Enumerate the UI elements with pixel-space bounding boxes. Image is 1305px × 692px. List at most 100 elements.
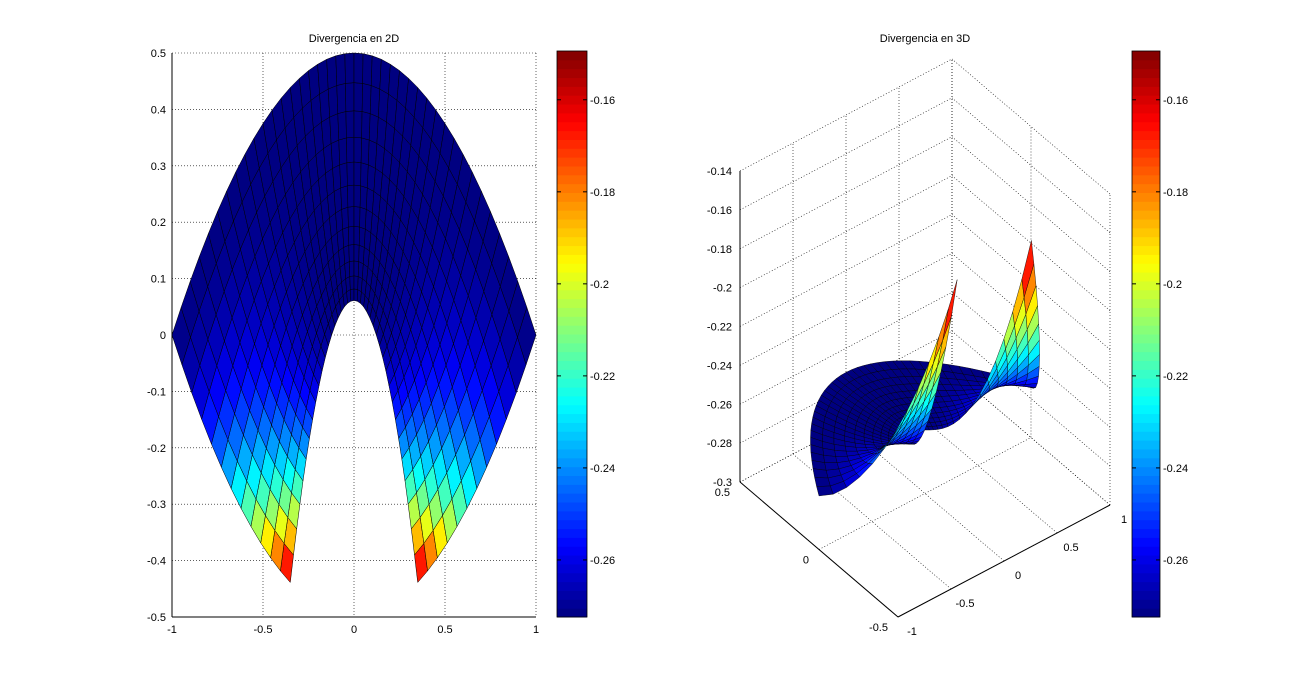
colorbar-segment xyxy=(1132,77,1160,87)
colorbar-segment xyxy=(557,342,587,353)
colorbar-segment xyxy=(1132,112,1160,123)
colorbar-segment xyxy=(557,448,587,459)
colorbar-segment xyxy=(557,351,587,362)
colorbar-segment xyxy=(1132,413,1160,423)
colorbar-segment xyxy=(1132,475,1160,485)
y-tick-label: -0.3 xyxy=(147,499,166,511)
colorbar-segment xyxy=(557,369,587,379)
colorbar-segment xyxy=(557,157,587,167)
x-tick-label: 0.5 xyxy=(437,624,452,636)
z-tick-label: -0.24 xyxy=(707,360,732,372)
surface-cell xyxy=(347,184,355,208)
wall-grid-line xyxy=(739,330,953,444)
colorbar-tick-label: -0.26 xyxy=(1163,555,1188,567)
surface-cell xyxy=(360,162,369,189)
surface-cell xyxy=(353,136,362,163)
colorbar-segment xyxy=(1132,493,1160,503)
surface-cell xyxy=(353,206,361,228)
colorbar-tick-label: -0.26 xyxy=(590,555,615,567)
surface-3d-cell xyxy=(933,309,949,363)
surface-cell xyxy=(349,275,355,290)
colorbar-segment xyxy=(557,139,587,149)
colorbar-segment xyxy=(557,104,587,114)
colorbar-segment xyxy=(557,59,587,70)
surface-cell xyxy=(333,187,342,214)
colorbar-segment xyxy=(557,51,587,61)
colorbar-segment xyxy=(557,77,587,87)
colorbar-segment xyxy=(1132,448,1160,459)
colorbar-segment xyxy=(1132,219,1160,229)
surface-cell xyxy=(350,288,355,302)
colorbar-segment xyxy=(557,245,587,255)
surface-3d-cell xyxy=(834,450,848,457)
y-tick-label: -0.2 xyxy=(147,443,166,455)
colorbar-segment xyxy=(1132,130,1160,140)
colorbar-tick-label: -0.24 xyxy=(1163,463,1188,475)
colorbar-segment xyxy=(1132,360,1160,370)
colorbar-segment xyxy=(1132,378,1160,388)
colorbar-segment xyxy=(557,422,587,432)
y-tick-label: 0.3 xyxy=(151,161,166,173)
colorbar-segment xyxy=(1132,95,1160,105)
colorbar-segment xyxy=(1132,537,1160,547)
colorbar-segment xyxy=(557,484,587,494)
y-tick-label: -0.5 xyxy=(147,612,166,624)
surface-cell xyxy=(353,226,360,246)
colorbar-2d: -0.16 -0.18 -0.2 -0.22 -0.24 -0.26 xyxy=(556,50,615,618)
surface-cell xyxy=(342,226,350,248)
colorbar-segment xyxy=(557,236,587,247)
surface-cell xyxy=(348,244,355,262)
wall-grid-line xyxy=(739,58,953,172)
colorbar-tick-label: -0.24 xyxy=(590,463,615,475)
colorbar-segment xyxy=(557,201,587,211)
x-tick-label: -1 xyxy=(167,624,177,636)
colorbar-segment xyxy=(557,254,587,264)
colorbar-segment xyxy=(1132,572,1160,583)
colorbar-segment xyxy=(1132,395,1160,406)
colorbar-segment xyxy=(557,130,587,140)
colorbar-segment xyxy=(1132,51,1160,61)
colorbar-segment xyxy=(1132,404,1160,415)
colorbar-segment xyxy=(1132,431,1160,441)
y-axis-line xyxy=(739,481,899,618)
z-tick-label: -0.16 xyxy=(707,205,732,217)
colorbar-segment xyxy=(557,174,587,185)
axes-2d: -1 -0.5 0 0.5 1-0.5-0.4-0.3-0.2-0.100.10.20.… xyxy=(147,48,539,636)
z-tick-label: -0.18 xyxy=(707,244,732,256)
colorbar-segment xyxy=(1132,201,1160,211)
wall-grid-line xyxy=(739,97,953,211)
colorbar-segment xyxy=(1132,86,1160,96)
wall-grid-line xyxy=(951,97,1111,234)
surface-cell xyxy=(346,136,355,163)
colorbar-segment xyxy=(557,219,587,229)
y-tick-label: 0.5 xyxy=(715,487,730,499)
surface-cell xyxy=(361,83,372,114)
surface-cell xyxy=(335,53,346,86)
surface-cell xyxy=(349,260,355,277)
wall-grid-line xyxy=(739,136,953,250)
colorbar-segment xyxy=(557,121,587,132)
colorbar-segment xyxy=(557,378,587,388)
surface-cell xyxy=(348,226,355,246)
colorbar-segment xyxy=(1132,210,1160,220)
y-tick-label: -0.4 xyxy=(147,556,166,568)
surface-cell xyxy=(341,206,349,230)
colorbar-segment xyxy=(1132,148,1160,158)
colorbar-segment xyxy=(1132,236,1160,247)
surface-cell xyxy=(336,83,347,114)
colorbar-segment xyxy=(1132,325,1160,335)
surface-3d-cell xyxy=(1021,240,1035,298)
surface-cell xyxy=(330,139,340,169)
surface-cell xyxy=(339,162,348,189)
colorbar-3d: -0.16 -0.18 -0.2 -0.22 -0.24 -0.26 xyxy=(1131,50,1188,618)
surface-cell xyxy=(361,111,371,141)
colorbar-segment xyxy=(1132,104,1160,114)
surface-cell xyxy=(353,82,363,112)
y-tick-label: 0.4 xyxy=(151,104,166,116)
colorbar-segment xyxy=(1132,307,1160,317)
colorbar-segment xyxy=(1132,528,1160,538)
colorbar-segment xyxy=(1132,174,1160,185)
x-tick-label: -1 xyxy=(907,626,917,638)
wall-grid-line xyxy=(739,253,953,366)
x-tick-label: -0.5 xyxy=(254,624,273,636)
